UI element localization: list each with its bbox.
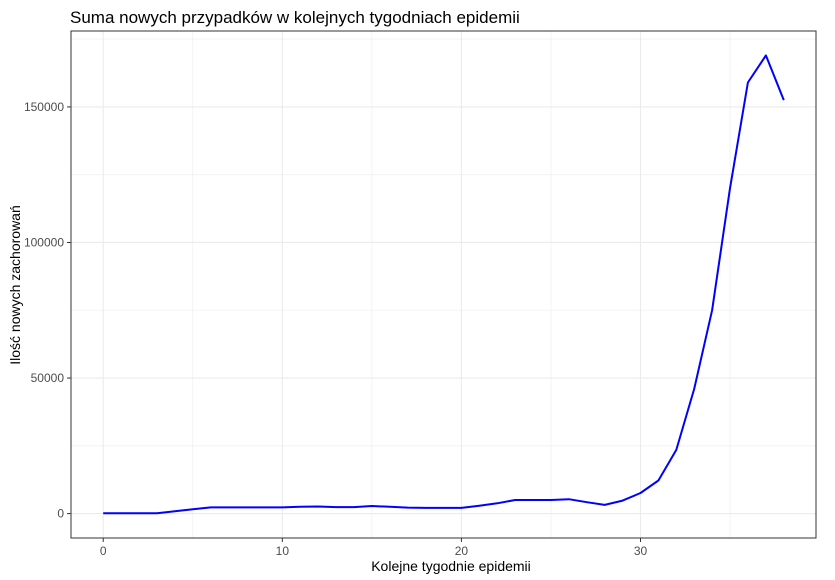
series-line [103,54,785,515]
chart-title: Suma nowych przypadków w kolejnych tygod… [70,8,520,27]
y-tick-label: 50000 [31,371,65,385]
x-axis-title: Kolejne tygodnie epidemii [371,558,531,574]
grid-lines [71,31,816,538]
y-axis-title: Ilość nowych zachorowań [7,205,23,365]
x-tick-label: 0 [100,544,107,558]
y-tick-label: 100000 [24,235,64,249]
x-tick-label: 30 [634,544,648,558]
x-tick-label: 20 [455,544,469,558]
axis-ticks: 0 10 20 30 0 50000 100000 150000 [24,100,648,558]
plot-border [70,30,817,539]
x-tick-label: 10 [276,544,290,558]
y-tick-label: 0 [57,507,64,521]
data-series [103,54,785,515]
y-tick-label: 150000 [24,100,64,114]
plot-panel [71,31,816,538]
